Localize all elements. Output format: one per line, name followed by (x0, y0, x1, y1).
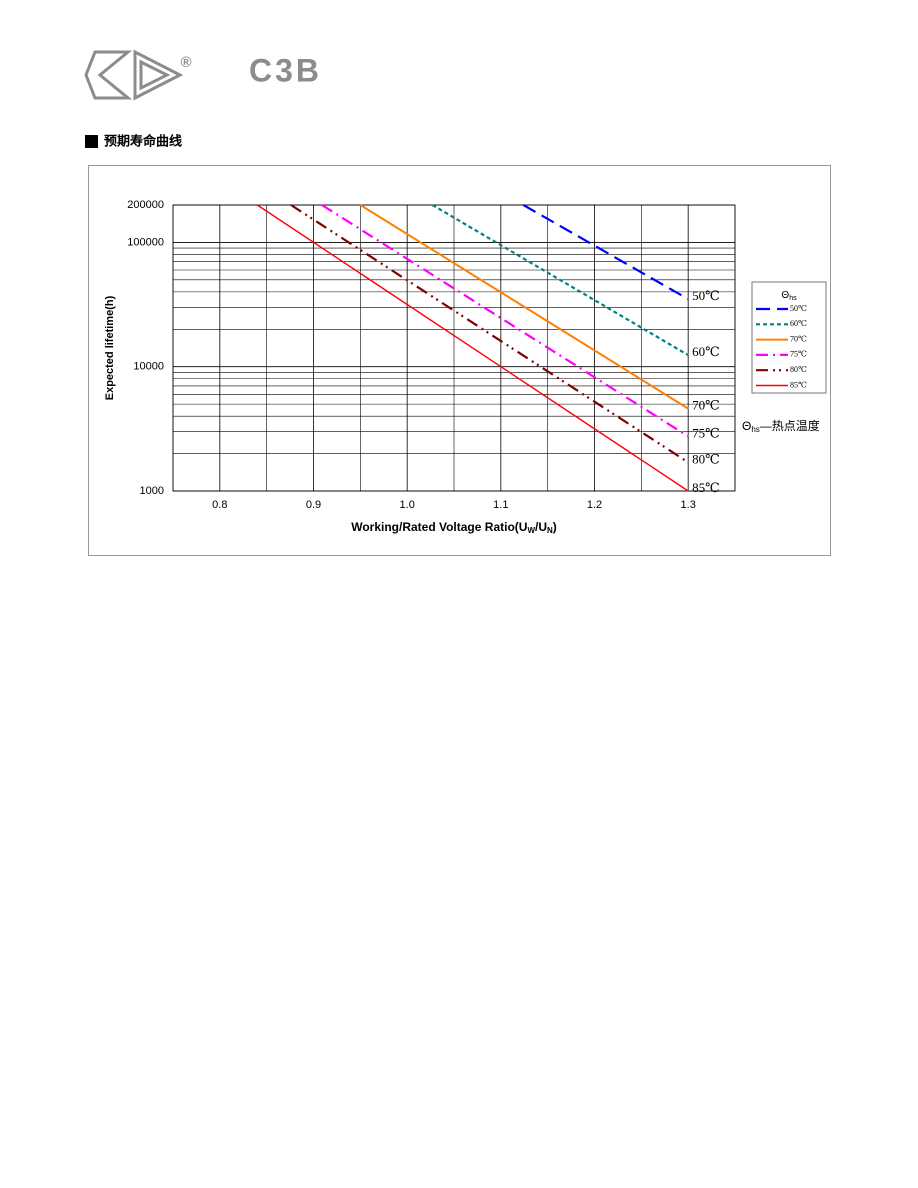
x-tick-label: 0.9 (306, 499, 321, 511)
legend-title: Θhs (781, 290, 797, 302)
x-tick-label: 1.1 (493, 499, 508, 511)
chart: 1000 10000 100000 200000 0.8 0.9 1.0 1.1 1.2 1.3 E… (104, 199, 827, 535)
series-end-label: 70℃ (692, 398, 720, 413)
y-tick-label: 100000 (127, 236, 164, 248)
legend-label: 60℃ (790, 319, 807, 328)
series-end-label: 60℃ (692, 344, 720, 359)
x-axis-label-subscript: N (547, 526, 553, 535)
chart-frame (88, 165, 831, 556)
brand-title: C3B (249, 52, 322, 88)
logo-mark: ® (180, 54, 191, 71)
y-tick-label: 200000 (127, 199, 164, 211)
x-tick-label: 1.2 (587, 499, 602, 511)
legend-title-subscript: hs (789, 295, 797, 302)
x-axis-label: Working/Rated Voltage Ratio(UW/UN) (351, 520, 557, 535)
note-text: —热点温度 (760, 418, 820, 433)
logo-left (84, 50, 133, 100)
legend-label: 80℃ (790, 365, 807, 374)
legend-label: 75℃ (790, 350, 807, 359)
series-end-label: 85℃ (692, 480, 720, 495)
section-bullet (85, 135, 98, 148)
series-line (431, 204, 689, 357)
section-title: 预期寿命曲线 (104, 133, 182, 148)
series-line (359, 204, 689, 410)
series-end-label: 50℃ (692, 288, 720, 303)
series-line (256, 204, 689, 492)
x-axis-label-part: ) (553, 520, 557, 534)
legend-label: 50℃ (790, 304, 807, 313)
y-tick-label: 1000 (140, 485, 164, 497)
legend-label: 70℃ (790, 334, 807, 343)
x-tick-label: 1.3 (681, 499, 696, 511)
y-axis-label: Expected lifetime(h) (104, 295, 116, 400)
legend-label: 85℃ (790, 380, 807, 389)
series-line (290, 204, 689, 464)
logo (84, 49, 184, 101)
series-line (321, 204, 689, 438)
note-subscript: hs (751, 425, 759, 434)
y-tick-label: 10000 (133, 361, 164, 373)
x-axis-label-part: /U (535, 520, 547, 534)
plot-border (172, 204, 736, 492)
series-end-label: 80℃ (692, 451, 720, 466)
x-tick-label: 0.8 (212, 499, 227, 511)
note-symbol: Θ (742, 419, 751, 433)
x-tick-label: 1.0 (400, 499, 415, 511)
x-axis-label-part: Working/Rated Voltage Ratio(U (351, 520, 527, 534)
legend-title-symbol: Θ (781, 290, 789, 301)
legend-box (751, 281, 827, 394)
logo-right (133, 49, 184, 101)
series-line (522, 204, 689, 301)
note: Θhs—热点温度 (742, 418, 820, 434)
logo-inner (139, 59, 171, 91)
series-end-label: 75℃ (692, 425, 720, 440)
x-axis-label-subscript: W (527, 526, 535, 535)
